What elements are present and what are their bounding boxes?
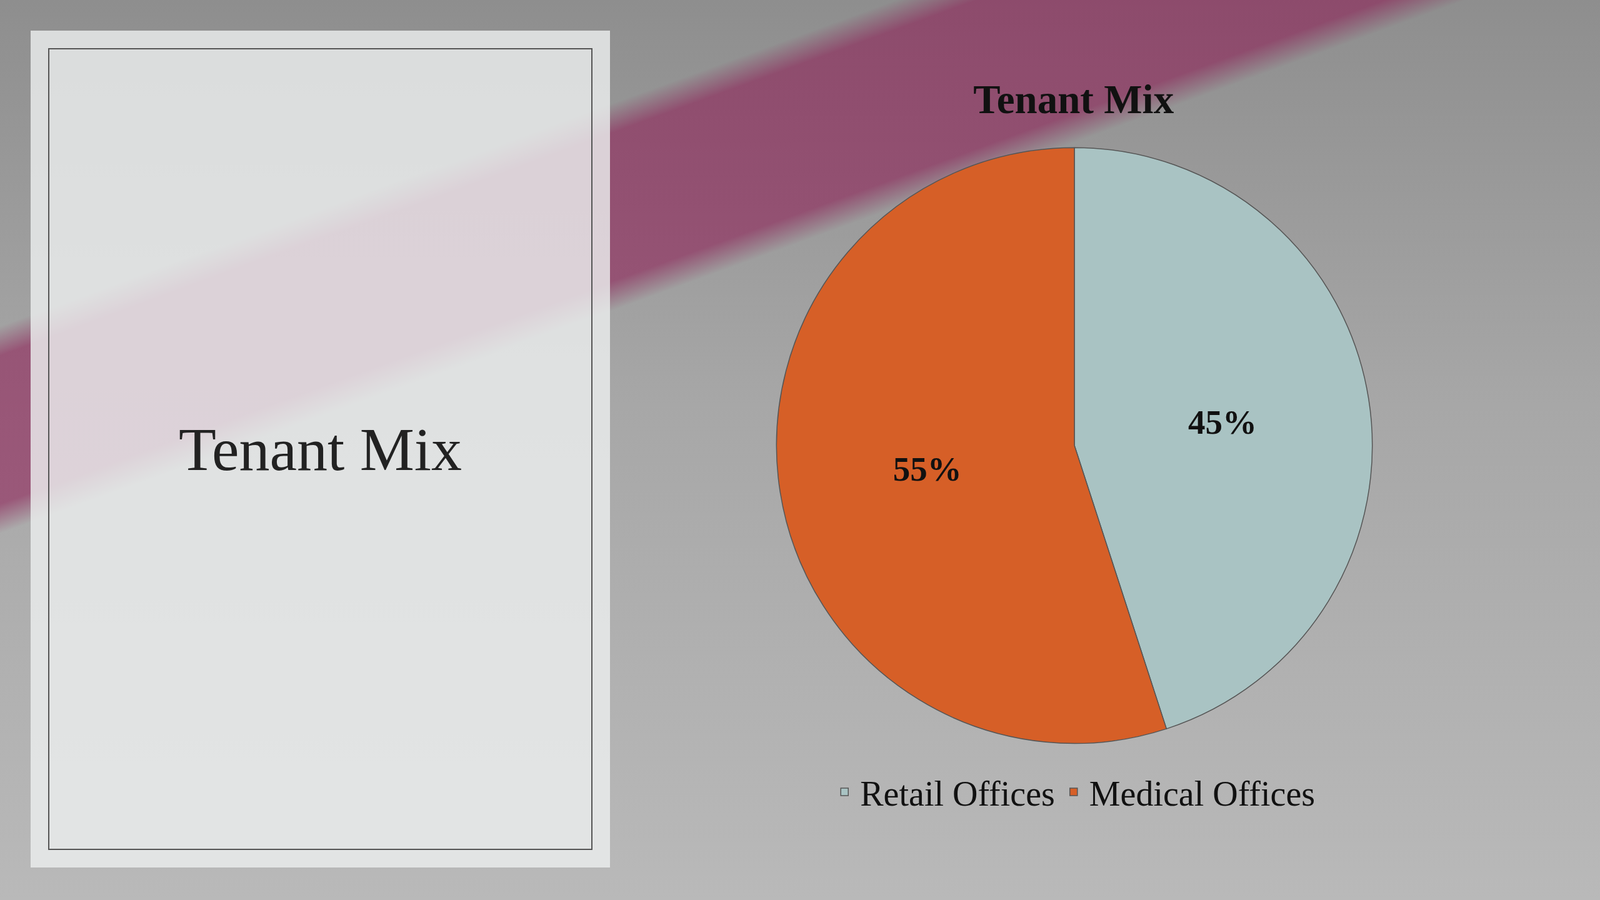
svg-text:Retail Offices: Retail Offices [860,774,1055,814]
html-text:Tenant Mix: Tenant Mix [178,415,462,483]
svg-text:Medical Offices: Medical Offices [1089,774,1315,814]
svg-text:Tenant Mix: Tenant Mix [973,76,1174,122]
svg-text:55%: 55% [893,450,962,489]
svg-text:45%: 45% [1188,403,1257,442]
